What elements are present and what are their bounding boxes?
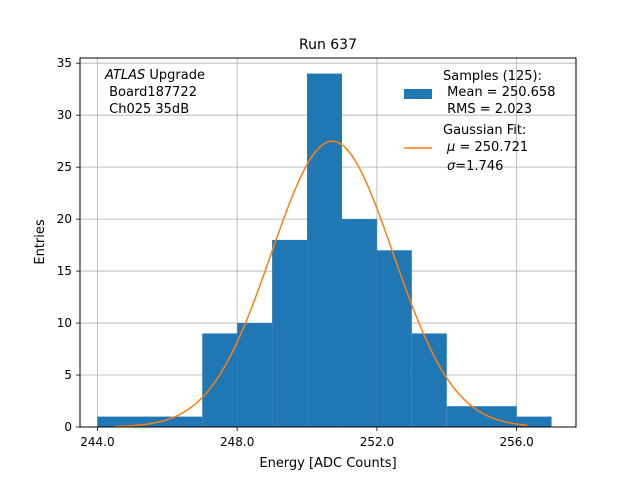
legend: Samples (125): Mean = 250.658 RMS = 2.02… <box>404 69 555 174</box>
y-tick-label: 15 <box>57 264 72 278</box>
y-tick-label: 20 <box>57 212 72 226</box>
y-tick-label: 35 <box>57 56 72 70</box>
histogram-bar <box>272 239 308 427</box>
histogram-bars <box>97 73 552 427</box>
atlas-annotation: ATLAS Upgrade Board187722 Ch025 35dB <box>104 68 205 117</box>
y-axis-ticks: 0 5 10 15 20 25 30 35 <box>57 56 80 434</box>
y-tick-label: 5 <box>64 368 72 382</box>
svg-text:ATLAS Upgrade: ATLAS Upgrade <box>104 68 205 83</box>
plot-frame <box>79 57 577 428</box>
y-tick-label: 30 <box>57 108 72 122</box>
legend-samples-title: Samples (125): <box>443 69 542 84</box>
annotation-channel: Ch025 35dB <box>105 102 189 117</box>
histogram-bar <box>341 219 377 427</box>
histogram-bar <box>411 333 447 427</box>
x-tick-label: 244.0 <box>80 435 114 449</box>
histogram-bar <box>202 333 238 427</box>
annotation-upgrade: Upgrade <box>145 68 205 83</box>
legend-mu-symbol: μ <box>446 140 455 155</box>
annotation-atlas: ATLAS <box>104 68 145 83</box>
legend-samples-rms: RMS = 2.023 <box>443 102 532 117</box>
y-tick-label: 0 <box>64 420 72 434</box>
legend-mu-value: = 250.721 <box>455 140 528 155</box>
x-tick-label: 256.0 <box>499 435 533 449</box>
histogram-bar <box>516 416 552 427</box>
x-tick-label: 248.0 <box>220 435 254 449</box>
x-axis-ticks: 244.0 248.0 252.0 256.0 <box>80 427 534 449</box>
x-tick-label: 252.0 <box>360 435 394 449</box>
legend-sigma-value: =1.746 <box>455 159 503 174</box>
chart-title: Run 637 <box>299 37 357 53</box>
legend-sigma-symbol: σ <box>447 159 456 174</box>
legend-histogram-swatch <box>404 89 432 99</box>
legend-fit-title: Gaussian Fit: <box>443 123 526 138</box>
annotation-board: Board187722 <box>105 85 197 100</box>
y-tick-label: 25 <box>57 160 72 174</box>
gaussian-fit-curve <box>114 140 528 428</box>
svg-text:σ=1.746: σ=1.746 <box>447 159 503 174</box>
svg-text:μ = 250.721: μ = 250.721 <box>446 140 528 155</box>
x-axis-label: Energy [ADC Counts] <box>259 456 396 471</box>
histogram-bar <box>97 416 203 427</box>
legend-samples-mean: Mean = 250.658 <box>443 85 555 100</box>
histogram-bar <box>376 250 412 427</box>
histogram-bar <box>307 73 342 427</box>
y-tick-label: 10 <box>57 316 72 330</box>
histogram-bar <box>237 323 273 427</box>
histogram-bar <box>446 406 517 427</box>
y-axis-label: Entries <box>33 219 48 265</box>
